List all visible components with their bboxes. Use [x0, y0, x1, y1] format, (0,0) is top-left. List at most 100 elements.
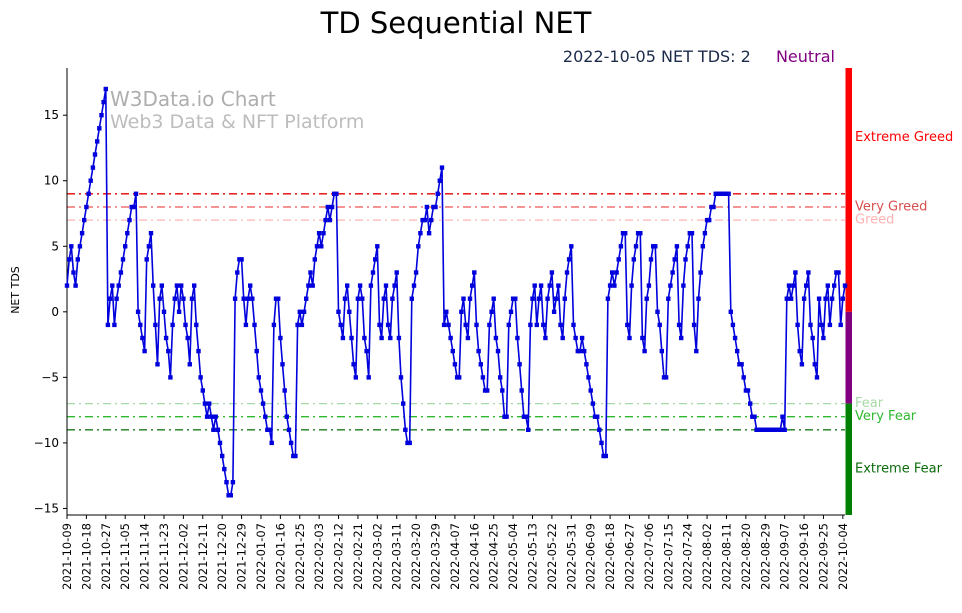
x-tick-label: 2022-09-25: [816, 523, 830, 590]
data-point-marker: [411, 283, 417, 288]
data-point-marker: [698, 270, 703, 275]
data-point-marker: [116, 283, 121, 288]
data-point-marker: [375, 244, 380, 249]
data-point-marker: [110, 283, 115, 288]
data-point-marker: [347, 309, 352, 314]
data-point-marker: [689, 231, 695, 236]
data-point-marker: [271, 322, 277, 328]
data-point-marker: [323, 217, 328, 223]
data-point-marker: [64, 283, 70, 288]
data-point-marker: [260, 401, 266, 406]
data-point-marker: [702, 231, 708, 236]
data-point-marker: [788, 296, 794, 301]
data-point-marker: [562, 296, 567, 301]
data-point-marker: [603, 453, 608, 459]
data-point-marker: [547, 283, 552, 288]
data-point-marker: [241, 296, 246, 301]
data-point-marker: [633, 244, 639, 249]
data-point-marker: [644, 296, 649, 301]
data-point-marker: [420, 217, 425, 223]
net-tds-line: [66, 88, 846, 497]
data-point-marker: [316, 231, 322, 236]
data-point-marker: [329, 204, 335, 210]
sentiment-bar-segment: [845, 311, 852, 404]
data-point-marker: [429, 217, 434, 223]
data-point-marker: [778, 427, 783, 432]
data-point-marker: [838, 322, 843, 328]
data-point-marker: [424, 204, 430, 210]
data-point-marker: [814, 375, 820, 380]
data-point-marker: [470, 283, 475, 288]
y-tick-label: 10: [44, 174, 59, 188]
data-point-marker: [220, 453, 225, 459]
data-point-marker: [312, 257, 317, 262]
data-point-marker: [668, 283, 673, 288]
x-tick-label: 2022-03-02: [370, 523, 384, 590]
data-point-marker: [457, 375, 462, 380]
data-point-marker: [373, 257, 378, 262]
x-tick-label: 2022-03-11: [390, 523, 404, 590]
data-point-marker: [256, 375, 261, 380]
data-point-marker: [528, 322, 533, 328]
data-point-marker: [569, 244, 574, 249]
data-point-marker: [745, 388, 751, 393]
data-point-marker: [513, 296, 518, 301]
data-point-marker: [444, 309, 449, 314]
data-point-marker: [172, 296, 177, 301]
data-point-marker: [170, 322, 175, 328]
data-point-marker: [319, 244, 324, 249]
data-point-marker: [135, 309, 141, 314]
data-point-marker: [485, 388, 490, 393]
data-point-marker: [200, 388, 205, 393]
data-point-marker: [248, 283, 253, 288]
y-tick-label: 15: [44, 108, 59, 122]
data-point-marker: [500, 388, 505, 393]
x-tick-label: 2022-06-27: [623, 523, 637, 590]
data-point-marker: [627, 335, 632, 341]
data-point-marker: [711, 204, 716, 210]
data-point-marker: [189, 296, 195, 301]
data-point-marker: [560, 335, 565, 341]
data-point-marker: [472, 270, 477, 275]
data-point-marker: [381, 296, 386, 301]
x-tick-label: 2022-06-18: [603, 523, 617, 590]
x-tick-label: 2022-07-15: [661, 523, 675, 590]
data-point-marker: [269, 440, 274, 446]
data-point-marker: [532, 283, 537, 288]
data-point-marker: [368, 283, 374, 288]
data-point-marker: [301, 309, 307, 314]
data-point-marker: [364, 348, 369, 354]
data-point-marker: [304, 296, 309, 301]
data-point-marker: [439, 165, 445, 170]
sentiment-bar-segment: [845, 68, 852, 312]
x-tick-label: 2022-04-07: [448, 523, 462, 590]
data-point-marker: [498, 375, 503, 380]
watermark-line2: Web3 Data & NFT Platform: [110, 111, 365, 133]
data-point-marker: [795, 322, 800, 328]
x-tick-label: 2021-10-09: [60, 523, 74, 590]
data-point-marker: [625, 322, 630, 328]
data-point-marker: [616, 257, 621, 262]
data-point-marker: [176, 309, 182, 314]
data-point-marker: [314, 244, 320, 249]
data-point-marker: [385, 322, 391, 328]
data-point-marker: [640, 335, 645, 341]
data-point-marker: [123, 244, 128, 249]
data-point-marker: [823, 296, 828, 301]
data-point-marker: [148, 231, 154, 236]
data-point-marker: [243, 322, 249, 328]
data-point-marker: [379, 335, 384, 341]
data-point-marker: [194, 322, 199, 328]
data-point-marker: [340, 335, 346, 341]
data-point-marker: [741, 375, 746, 380]
data-point-marker: [480, 375, 486, 380]
data-point-marker: [551, 309, 557, 314]
data-point-marker: [700, 244, 705, 249]
x-tick-label: 2022-04-16: [467, 523, 481, 590]
data-point-marker: [390, 296, 395, 301]
data-point-marker: [131, 204, 136, 210]
data-point-marker: [383, 283, 389, 288]
x-tick-label: 2022-01-25: [293, 523, 307, 590]
data-point-marker: [321, 231, 326, 236]
